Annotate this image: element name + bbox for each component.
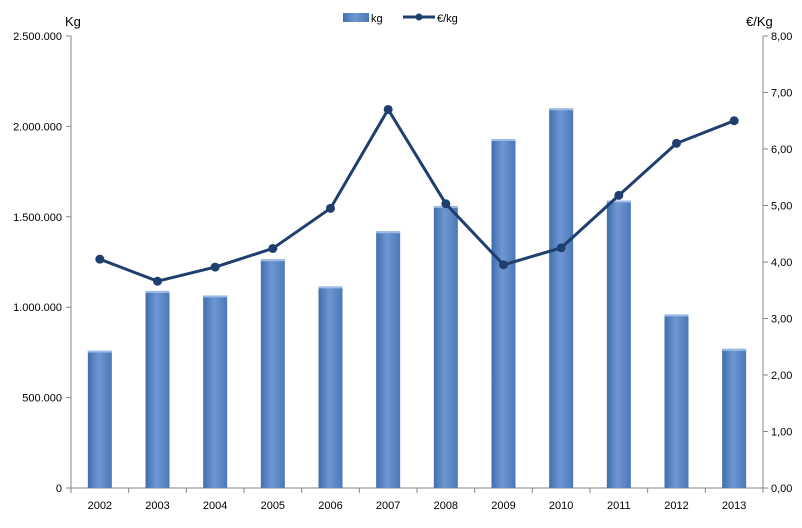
legend-label-price: €/kg — [437, 13, 458, 25]
right-tick-label: 7,00 — [771, 88, 792, 100]
axes — [66, 35, 768, 493]
price-point — [268, 243, 278, 253]
bar-top-highlight — [145, 290, 170, 293]
bar-kg — [664, 314, 689, 488]
left-tick-label: 2.500.000 — [13, 31, 62, 43]
bar-top-highlight — [318, 286, 343, 289]
price-point — [499, 260, 508, 270]
x-tick-label: 2003 — [145, 500, 169, 512]
bar-kg — [203, 295, 228, 488]
bar-kg — [433, 205, 458, 488]
right-tick-label: 1,00 — [771, 427, 792, 439]
left-tick-label: 1.000.000 — [13, 302, 62, 314]
right-tick-label: 6,00 — [771, 144, 792, 156]
price-point — [729, 116, 739, 126]
price-point — [95, 254, 105, 264]
bar-top-highlight — [549, 108, 574, 111]
x-tick-label: 2011 — [607, 500, 631, 512]
bar-kg — [606, 200, 631, 488]
x-tick-label: 2004 — [203, 500, 227, 512]
x-tick-label: 2013 — [722, 500, 746, 512]
right-tick-label: 4,00 — [771, 257, 792, 269]
right-tick-label: 2,00 — [771, 370, 792, 382]
bar-top-highlight — [376, 231, 401, 234]
bar-top-highlight — [606, 200, 631, 203]
price-point — [614, 190, 624, 200]
bar-kg — [318, 286, 343, 488]
legend-bar-swatch — [343, 13, 369, 22]
bar-kg — [260, 259, 285, 488]
tick-labels: 0 500.000 1.000.000 1.500.000 2.000.000 2.500… — [13, 31, 792, 512]
left-tick-label: 1.500.000 — [13, 212, 62, 224]
x-tick-label: 2010 — [549, 500, 573, 512]
legend-line-marker — [415, 13, 423, 21]
bars — [87, 108, 747, 488]
right-tick-label: 5,00 — [771, 201, 792, 213]
right-tick-label: 0,00 — [771, 483, 792, 495]
bar-kg — [376, 231, 401, 488]
x-tick-label: 2006 — [318, 500, 342, 512]
right-tick-label: 8,00 — [771, 31, 792, 43]
bar-top-highlight — [87, 350, 112, 353]
bar-kg — [549, 108, 574, 488]
price-point — [556, 243, 566, 253]
left-axis-title: Kg — [65, 14, 81, 29]
right-tick-label: 3,00 — [771, 314, 792, 326]
right-axis-title: €/Kg — [746, 14, 773, 29]
bar-kg — [722, 348, 747, 488]
price-point — [441, 199, 451, 209]
left-tick-label: 500.000 — [22, 393, 62, 405]
price-point — [383, 104, 393, 114]
x-tick-label: 2002 — [88, 500, 112, 512]
price-point — [672, 138, 681, 148]
price-line-path — [99, 107, 735, 283]
x-tick-label: 2005 — [261, 500, 285, 512]
legend-label-kg: kg — [371, 13, 383, 25]
price-point — [210, 262, 220, 272]
x-tick-label: 2007 — [376, 500, 400, 512]
x-tick-label: 2009 — [491, 500, 515, 512]
bar-kg — [491, 139, 516, 488]
price-line — [95, 104, 739, 286]
legend: kg €/kg — [343, 13, 458, 25]
left-tick-label: 0 — [56, 483, 62, 495]
x-tick-label: 2008 — [434, 500, 458, 512]
bar-top-highlight — [664, 314, 689, 317]
price-point — [326, 203, 335, 213]
bar-top-highlight — [203, 295, 228, 298]
bar-top-highlight — [491, 139, 516, 142]
bar-top-highlight — [260, 259, 285, 262]
bar-top-highlight — [722, 348, 747, 351]
left-tick-label: 2.000.000 — [13, 121, 62, 133]
price-point — [153, 276, 162, 286]
bar-kg — [145, 290, 170, 488]
bar-kg — [87, 350, 112, 488]
x-tick-label: 2012 — [664, 500, 688, 512]
